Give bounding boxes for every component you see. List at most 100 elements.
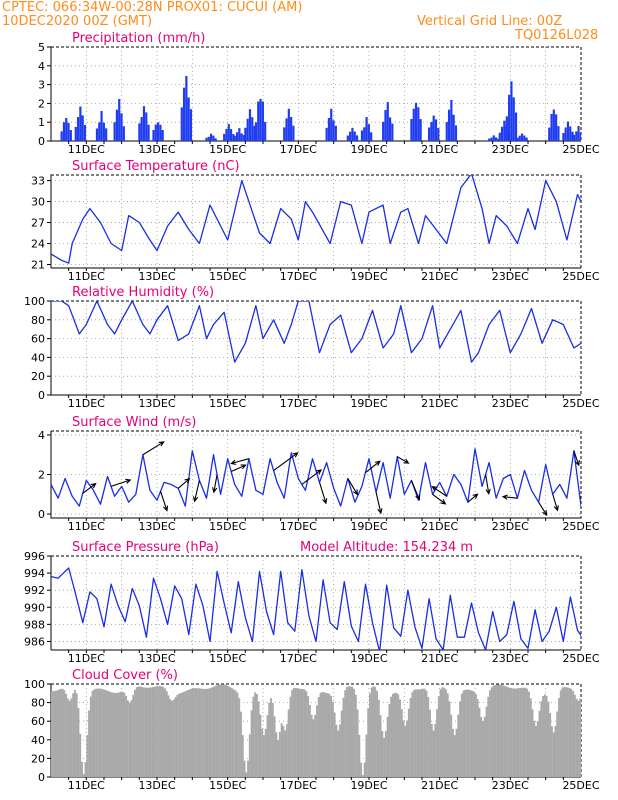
cloud-bar: [135, 687, 138, 777]
precip-bar: [492, 135, 495, 141]
precip-bar: [572, 134, 576, 141]
y-tick-label: 40: [31, 351, 45, 364]
cloud-bar: [572, 691, 575, 777]
plot-area: [51, 448, 581, 507]
cloud-bar: [197, 688, 200, 777]
panel-title: Surface Pressure (hPa): [72, 540, 219, 555]
x-tick-label: 23DEC: [492, 520, 529, 533]
precip-bar: [500, 126, 504, 141]
y-tick-label: 60: [31, 333, 45, 346]
cloud-bar: [59, 688, 62, 777]
cloud-bar: [554, 725, 557, 777]
panel-6: [47, 683, 582, 780]
cloud-bar: [427, 697, 430, 777]
cloud-bar: [65, 693, 68, 777]
cloud-bar: [444, 689, 447, 777]
precip-bar: [419, 119, 422, 141]
x-tick-label: 17DEC: [280, 270, 317, 283]
precip-bar: [95, 128, 99, 141]
cloud-bar: [528, 691, 530, 777]
precip-bar: [145, 112, 148, 141]
cloud-bar: [79, 733, 82, 777]
y-tick-label: 986: [24, 635, 45, 648]
precip-bar: [238, 128, 241, 141]
y-tick-label: 100: [24, 678, 45, 691]
wind-arrow: [396, 456, 410, 464]
x-tick-label: 11DEC: [68, 270, 105, 283]
precip-bar: [437, 128, 440, 141]
cloud-bar: [550, 726, 553, 777]
precip-bar: [430, 122, 433, 141]
cloud-bar: [151, 687, 154, 777]
cloud-bar: [287, 709, 290, 777]
cloud-bar: [66, 698, 69, 777]
precip-bar: [391, 123, 394, 141]
cloud-bar: [547, 701, 550, 777]
cloud-bar: [273, 716, 276, 777]
cloud-bar: [346, 686, 348, 777]
header-date-line: 10DEC2020 00Z (GMT): [2, 14, 153, 29]
precip-bar: [189, 109, 193, 141]
cloud-bar: [418, 689, 421, 777]
cloud-bar: [98, 688, 101, 777]
plot-area: [60, 75, 581, 141]
cloud-bar: [342, 697, 345, 777]
precip-bar: [386, 102, 389, 141]
precip-bar: [102, 122, 105, 141]
cloud-bar: [522, 687, 525, 777]
panel-1: [47, 46, 582, 144]
cloud-bar: [137, 686, 140, 777]
precip-bar: [290, 117, 293, 141]
cloud-bar: [312, 719, 315, 777]
cloud-bar: [215, 685, 218, 777]
y-tick-label: 3: [38, 79, 45, 92]
precip-bar: [161, 130, 164, 141]
cloud-bar: [96, 688, 99, 777]
cloud-bar: [144, 687, 147, 777]
x-tick-label: 21DEC: [421, 779, 458, 792]
cloud-bar: [300, 688, 302, 777]
y-tick-label: 30: [31, 196, 45, 209]
x-tick-label: 19DEC: [350, 652, 387, 665]
cloud-bar: [130, 700, 133, 777]
cloud-bar: [185, 690, 188, 777]
precip-bar: [503, 120, 506, 141]
cloud-bar: [100, 688, 103, 777]
cloud-bar: [52, 691, 55, 777]
cloud-bar: [533, 720, 536, 777]
precip-bar: [497, 138, 500, 141]
cloud-bar: [531, 709, 534, 777]
cloud-bar: [280, 723, 283, 777]
cloud-bar: [234, 690, 237, 777]
precip-bar: [254, 122, 258, 141]
precip-bar: [159, 124, 162, 141]
wind-arrow: [160, 491, 169, 512]
precip-bar: [248, 109, 252, 141]
cloud-bar: [425, 690, 428, 777]
wind-arrow: [365, 460, 381, 473]
cloud-bar: [241, 735, 244, 777]
cloud-bar: [515, 688, 518, 777]
x-tick-label: 11DEC: [68, 143, 105, 156]
x-tick-label: 25DEC: [562, 779, 599, 792]
precip-bar: [140, 116, 143, 141]
precip-bar: [259, 99, 262, 141]
precip-bar: [157, 122, 160, 141]
cloud-bar: [268, 702, 271, 777]
cloud-bar: [114, 692, 117, 777]
x-tick-label: 17DEC: [280, 397, 317, 410]
y-tick-label: 100: [24, 295, 45, 308]
x-tick-label: 17DEC: [280, 143, 317, 156]
cloud-bar: [68, 700, 71, 777]
x-tick-label: 15DEC: [209, 397, 246, 410]
cloud-bar: [204, 688, 207, 777]
precip-bar: [523, 135, 526, 141]
model-altitude-label: Model Altitude: 154.234 m: [300, 540, 473, 555]
x-tick-label: 21DEC: [421, 143, 458, 156]
wind-arrow: [347, 478, 359, 496]
x-tick-label: 21DEC: [421, 520, 458, 533]
cloud-bar: [165, 691, 168, 777]
cloud-bar: [536, 721, 539, 777]
cloud-bar: [561, 687, 564, 777]
cloud-bar: [89, 696, 92, 777]
